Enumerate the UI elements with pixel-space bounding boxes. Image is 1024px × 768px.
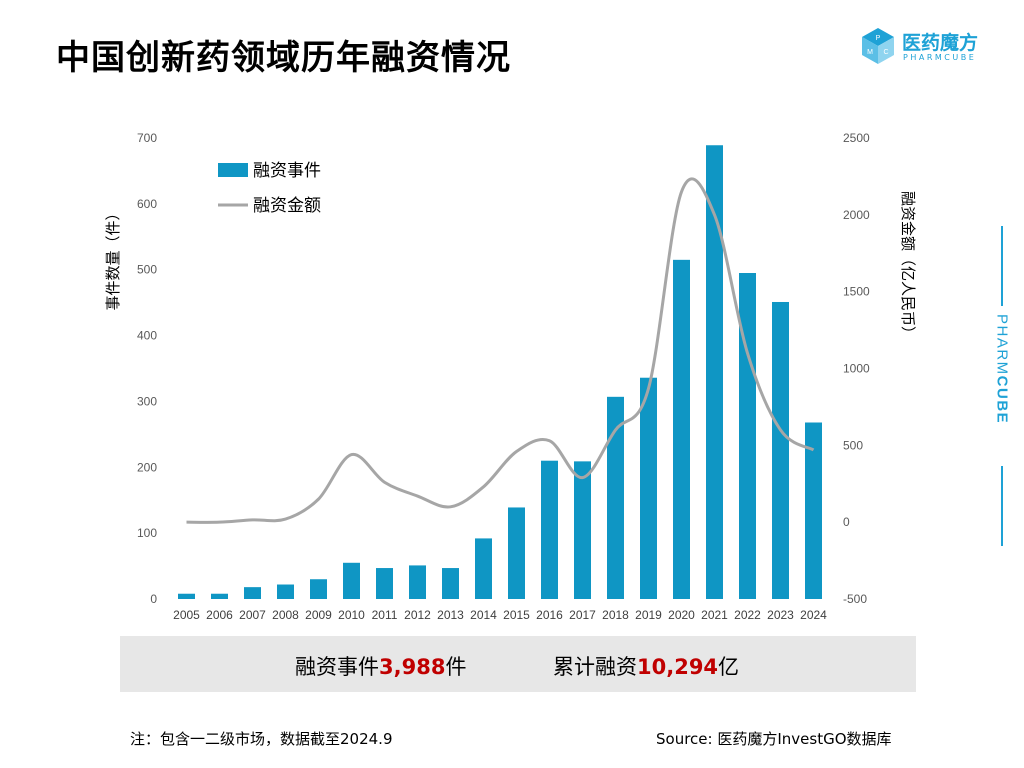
- logo-letter-m: M: [867, 49, 873, 56]
- left-tick-label: 200: [137, 460, 157, 474]
- right-tick-label: 1500: [843, 285, 870, 299]
- right-tick-label: 0: [843, 515, 850, 529]
- summary-amount-unit: 亿: [718, 655, 740, 679]
- right-axis-label: 融资金额（亿人民币）: [899, 191, 916, 341]
- right-tick-label: 1000: [843, 362, 870, 376]
- brand-sub: PHARMCUBE: [903, 53, 977, 62]
- x-tick-label: 2019: [635, 608, 662, 622]
- bar-2016: [541, 460, 558, 599]
- x-tick-label: 2008: [272, 608, 299, 622]
- x-tick-label: 2023: [767, 608, 794, 622]
- right-axis-ticks: -500 0 500 1000 1500 2000 2500: [843, 131, 870, 606]
- logo-letter-p: P: [876, 35, 881, 42]
- logo-letter-c: C: [883, 49, 888, 56]
- bar-2013: [442, 568, 459, 599]
- side-brand-bold: CUBE: [993, 375, 1011, 425]
- bar-2012: [409, 565, 426, 599]
- chart-legend: 融资事件 融资金额: [218, 161, 321, 215]
- right-tick-label: 2000: [843, 208, 870, 222]
- x-tick-label: 2005: [173, 608, 200, 622]
- bar-series: [178, 145, 822, 599]
- cube-logo-icon: P M C: [862, 28, 894, 64]
- financing-chart: 0 100 200 300 400 500 600 700 -500 0 500 1000 1500 2…: [105, 131, 916, 622]
- x-tick-label: 2007: [239, 608, 266, 622]
- x-tick-label: 2013: [437, 608, 464, 622]
- summary-panel: 融资事件3,988件 累计融资10,294亿: [120, 636, 916, 692]
- summary-amount-value: 10,294: [637, 655, 719, 679]
- side-brand-regular: PHARM: [993, 314, 1011, 376]
- summary-amount-label: 累计融资: [553, 655, 637, 679]
- left-tick-label: 0: [150, 592, 157, 606]
- right-tick-label: 2500: [843, 131, 870, 145]
- x-tick-label: 2018: [602, 608, 629, 622]
- bar-2024: [805, 422, 822, 599]
- left-tick-label: 600: [137, 197, 157, 211]
- x-tick-label: 2016: [536, 608, 563, 622]
- bar-2009: [310, 579, 327, 599]
- x-tick-label: 2012: [404, 608, 431, 622]
- x-tick-label: 2024: [800, 608, 827, 622]
- brand-logo: P M C 医药魔方 PHARMCUBE: [860, 26, 1010, 68]
- summary-events-unit: 件: [445, 655, 467, 679]
- bar-2008: [277, 584, 294, 599]
- x-tick-label: 2020: [668, 608, 695, 622]
- bar-2019: [640, 377, 657, 599]
- bar-2022: [739, 273, 756, 599]
- x-tick-label: 2021: [701, 608, 728, 622]
- bar-2006: [211, 593, 228, 599]
- x-tick-label: 2009: [305, 608, 332, 622]
- left-tick-label: 500: [137, 263, 157, 277]
- source-note: Source: 医药魔方InvestGO数据库: [656, 730, 892, 748]
- bar-2011: [376, 568, 393, 599]
- bar-2005: [178, 593, 195, 599]
- x-tick-label: 2014: [470, 608, 497, 622]
- x-tick-label: 2006: [206, 608, 233, 622]
- left-tick-label: 300: [137, 394, 157, 408]
- summary-events-label: 融资事件: [295, 655, 379, 679]
- left-tick-label: 700: [137, 131, 157, 145]
- right-tick-label: -500: [843, 592, 867, 606]
- bar-2018: [607, 396, 624, 599]
- bar-2020: [673, 259, 690, 599]
- left-axis-label: 事件数量（件）: [105, 205, 122, 310]
- legend-bar-swatch: [218, 163, 248, 177]
- bar-2015: [508, 507, 525, 599]
- x-tick-label: 2022: [734, 608, 761, 622]
- bar-2021: [706, 145, 723, 599]
- summary-events: 融资事件3,988件: [295, 651, 466, 681]
- x-tick-label: 2010: [338, 608, 365, 622]
- side-brand: PHARMCUBE: [992, 314, 1012, 428]
- x-tick-label: 2017: [569, 608, 596, 622]
- footnote: 注：包含一二级市场，数据截至2024.9: [130, 730, 393, 748]
- left-tick-label: 100: [137, 526, 157, 540]
- page-title: 中国创新药领域历年融资情况: [56, 38, 511, 78]
- bar-2010: [343, 562, 360, 599]
- side-divider-top: [1001, 226, 1003, 306]
- x-axis-ticks: 2005 2006 2007 2008 2009 2010 2011 2012 2013 2014…: [173, 608, 827, 622]
- x-tick-label: 2015: [503, 608, 530, 622]
- left-axis-ticks: 0 100 200 300 400 500 600 700: [137, 131, 157, 606]
- bar-2017: [574, 461, 591, 599]
- x-tick-label: 2011: [372, 608, 398, 622]
- brand-name: 医药魔方: [902, 32, 979, 54]
- right-tick-label: 500: [843, 438, 863, 452]
- bar-2007: [244, 587, 261, 599]
- summary-amount: 累计融资10,294亿: [553, 651, 739, 681]
- legend-line-label: 融资金额: [253, 196, 321, 215]
- left-tick-label: 400: [137, 329, 157, 343]
- amount-line: [186, 177, 815, 524]
- bar-2014: [475, 538, 492, 599]
- summary-events-value: 3,988: [379, 655, 446, 679]
- legend-bar-label: 融资事件: [253, 161, 321, 180]
- bar-2023: [772, 301, 789, 599]
- side-divider-bottom: [1001, 466, 1003, 546]
